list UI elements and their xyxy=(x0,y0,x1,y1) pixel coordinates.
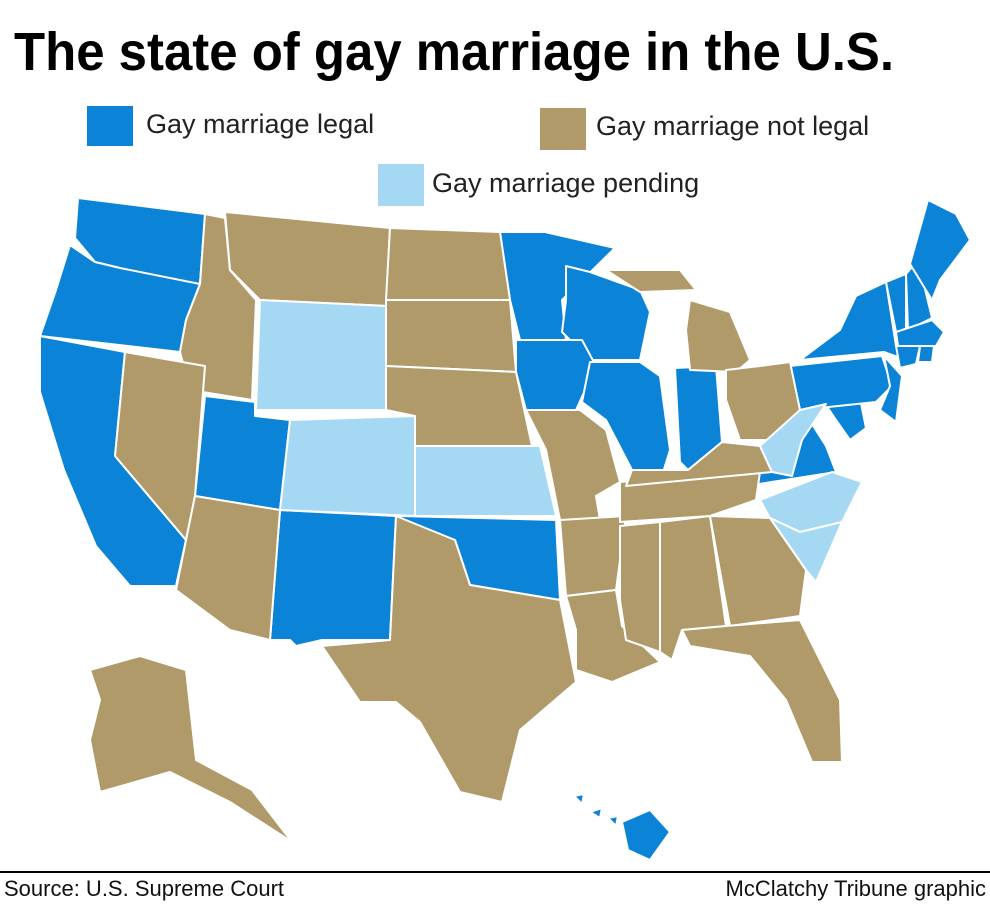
state-shape xyxy=(414,445,557,517)
source: Source: U.S. Supreme Court xyxy=(4,876,284,901)
state-shape xyxy=(279,415,416,517)
state-shape xyxy=(269,509,397,647)
state-shape xyxy=(589,807,603,819)
state-shape xyxy=(619,521,661,653)
title: The state of gay marriage in the U.S. xyxy=(14,22,894,82)
state-shape xyxy=(685,299,751,373)
state-shape xyxy=(759,403,827,477)
state-shape xyxy=(607,815,619,827)
state-shape xyxy=(175,495,281,641)
state-shape xyxy=(385,227,511,301)
state-shape xyxy=(255,299,387,411)
legend-label: Gay marriage pending xyxy=(432,168,699,198)
state-shape xyxy=(559,515,627,597)
legend-label: Gay marriage not legal xyxy=(596,111,869,141)
state-shape xyxy=(769,517,843,583)
state-shape xyxy=(709,515,807,627)
state-shape xyxy=(194,395,291,511)
legend-swatch xyxy=(378,164,424,206)
state-shape xyxy=(895,345,921,369)
credit: McClatchy Tribune graphic xyxy=(726,876,986,901)
state-shape xyxy=(321,515,577,803)
state-shape xyxy=(789,355,893,411)
state-shape xyxy=(561,265,651,361)
state-shape xyxy=(917,345,935,363)
state-shape xyxy=(879,355,903,423)
state-shape xyxy=(605,269,697,293)
state-shape xyxy=(565,589,661,683)
states xyxy=(39,197,971,861)
state-shape xyxy=(621,809,671,861)
state-shape xyxy=(909,199,971,301)
state-shape xyxy=(385,299,517,373)
state-shape xyxy=(573,793,585,805)
state-shape xyxy=(89,655,293,843)
legend-label: Gay marriage legal xyxy=(146,109,374,139)
state-shape xyxy=(799,281,913,363)
state-shape xyxy=(525,409,621,521)
legend-swatch xyxy=(540,108,586,150)
state-shape xyxy=(681,619,843,763)
legend-swatch xyxy=(87,106,133,146)
state-shape xyxy=(895,319,945,347)
